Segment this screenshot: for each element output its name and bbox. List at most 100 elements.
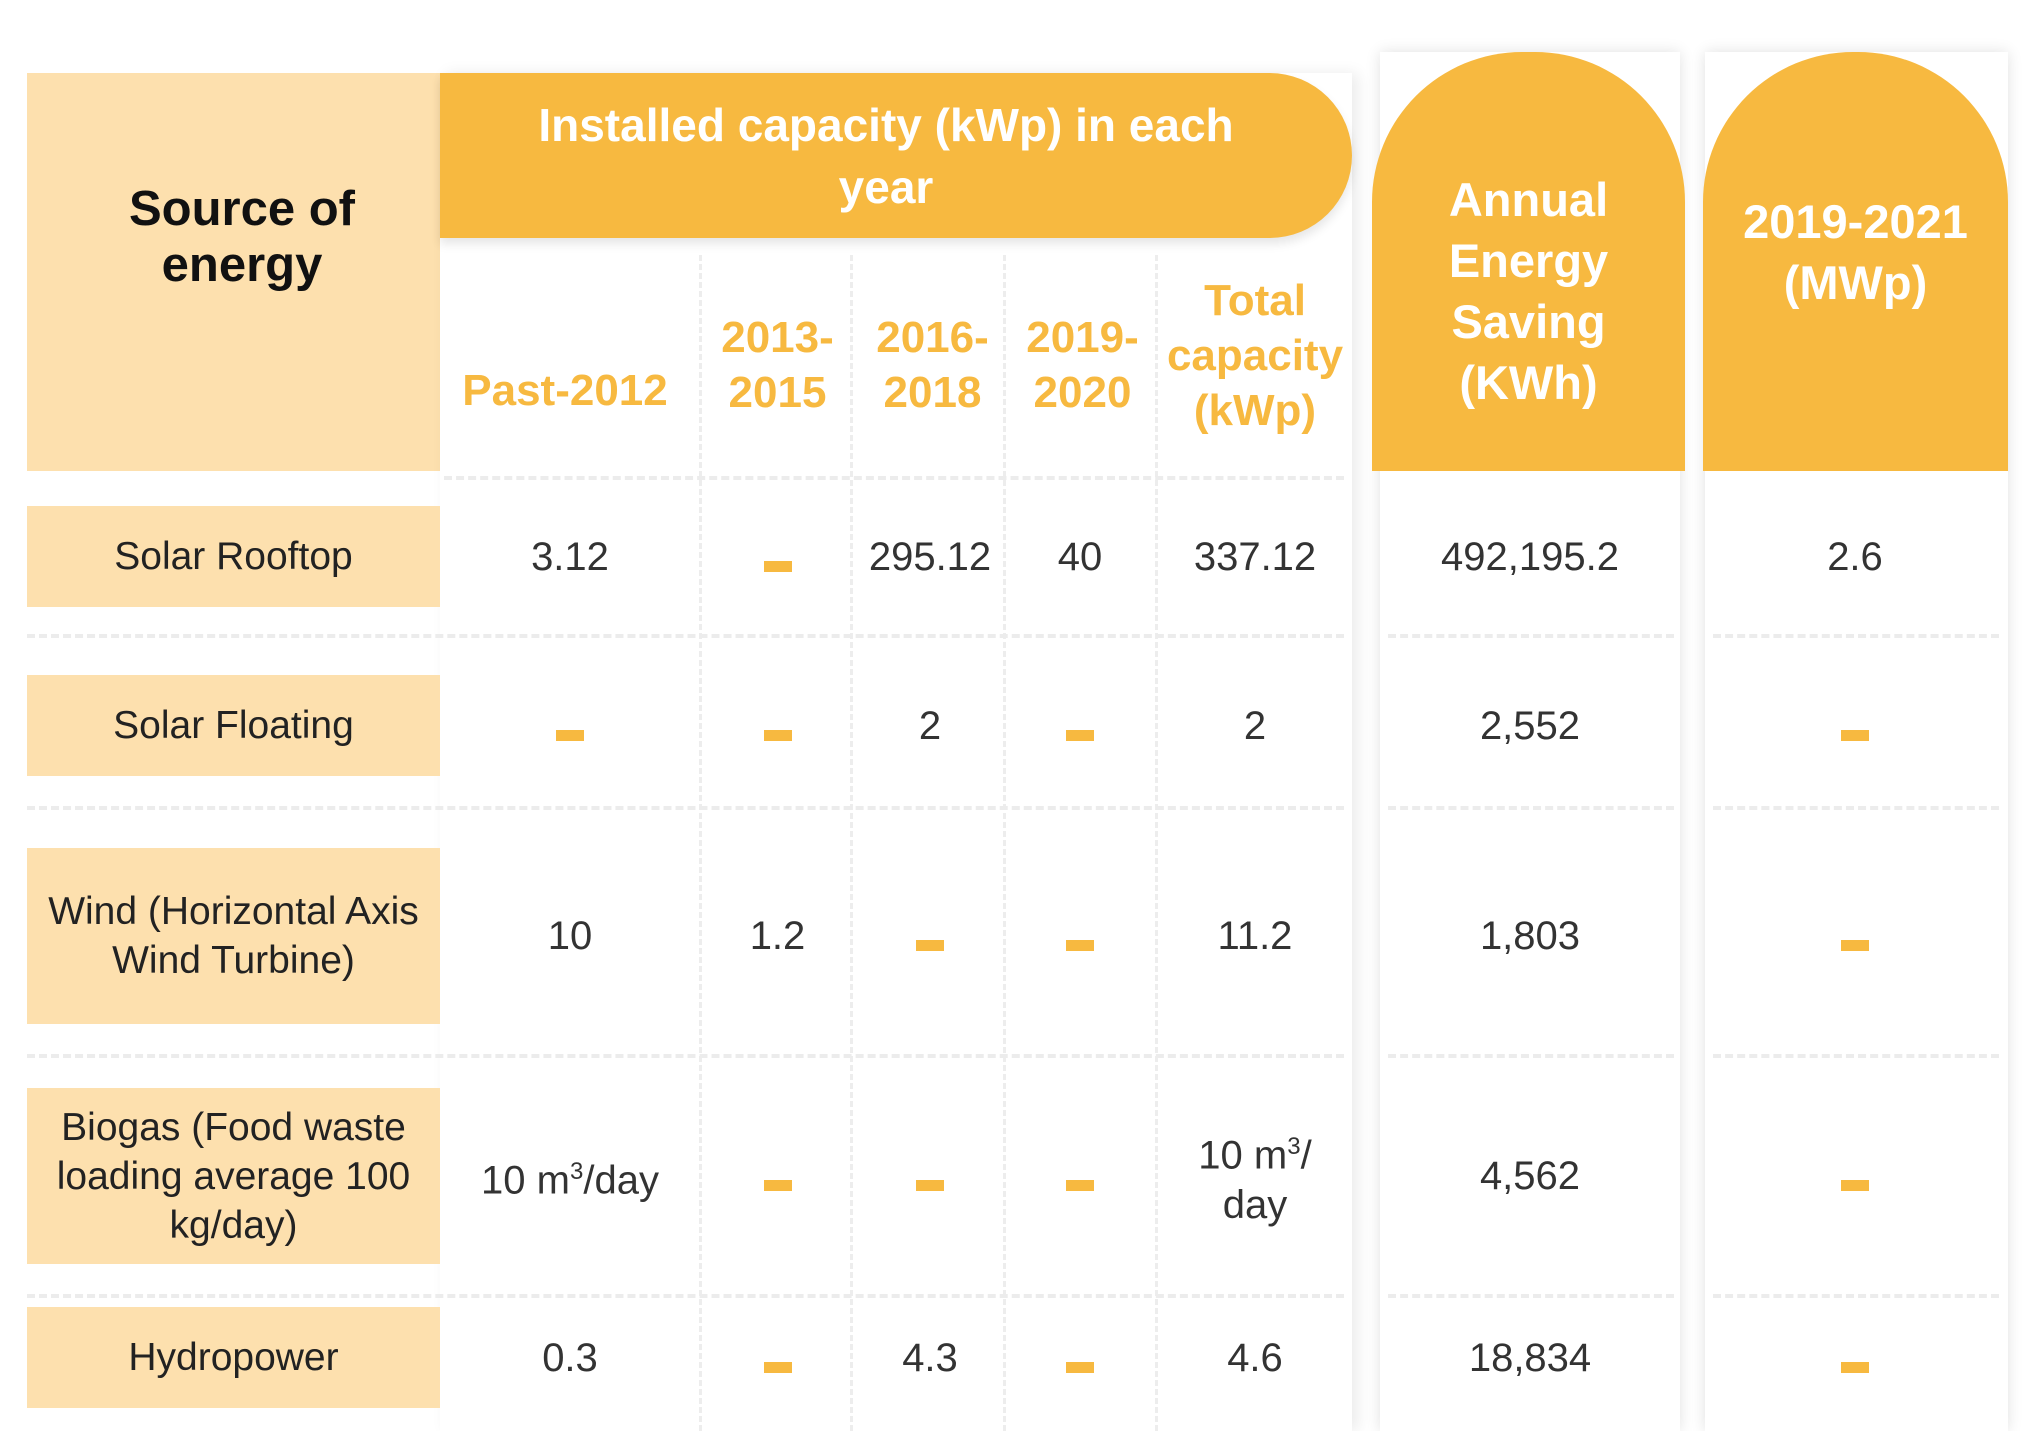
table-cell — [445, 675, 695, 776]
col-header-2016-2018: 2016-2018 — [860, 300, 1005, 430]
table-cell: 492,195.2 — [1390, 506, 1670, 607]
annual-energy-saving-header: Annual Energy Saving (KWh) — [1372, 52, 1685, 471]
col-header-2013-2015: 2013-2015 — [705, 300, 850, 430]
grid-hline — [1388, 634, 1674, 638]
cell-value: 492,195.2 — [1441, 534, 1619, 579]
table-cell: 295.12 — [855, 506, 1005, 607]
cell-value: 4.3 — [902, 1335, 958, 1380]
cell-value: 11.2 — [1217, 914, 1293, 958]
table-cell — [1005, 848, 1155, 1024]
table-cell — [1715, 1307, 1995, 1408]
table-cell: 2.6 — [1715, 506, 1995, 607]
row-label-biogas: Biogas (Food waste loading average 100 k… — [27, 1088, 440, 1264]
row-label-text: Solar Floating — [113, 704, 354, 747]
cell-value: 4.6 — [1227, 1335, 1283, 1380]
grid-hline — [1388, 806, 1674, 810]
grid-hline — [1713, 806, 1999, 810]
grid-vline — [1155, 255, 1158, 1431]
table-cell: 10 m3/day — [445, 1088, 695, 1264]
table-cell: 11.2 — [1160, 848, 1350, 1024]
table-cell: 40 — [1005, 506, 1155, 607]
row-label-text: Hydropower — [128, 1336, 339, 1379]
no-data-dash — [1841, 1361, 1869, 1373]
row-label-text: Solar Rooftop — [114, 535, 353, 578]
table-cell: 2 — [855, 675, 1005, 776]
no-data-dash — [916, 940, 944, 951]
no-data-dash — [763, 729, 792, 741]
col-header-label: Total capacity (kWp) — [1166, 275, 1344, 435]
no-data-dash — [763, 1180, 792, 1191]
col-header-label: 2016-2018 — [876, 313, 989, 417]
mwp-title: 2019-2021 (MWp) — [1743, 194, 1968, 309]
grid-hline — [1388, 1294, 1674, 1298]
table-cell: 3.12 — [445, 506, 695, 607]
no-data-dash — [763, 560, 792, 572]
grid-hline — [27, 1054, 1344, 1058]
no-data-dash — [556, 729, 584, 741]
cell-value: 18,834 — [1468, 1335, 1592, 1380]
row-label-solar-rooftop: Solar Rooftop — [27, 506, 440, 607]
table-cell: 2,552 — [1390, 675, 1670, 776]
col-header-past-2012: Past-2012 — [445, 300, 685, 480]
table-cell — [1715, 1088, 1995, 1264]
mwp-header: 2019-2021 (MWp) — [1703, 52, 2008, 471]
cell-value: 295.12 — [868, 534, 992, 579]
table-cell — [705, 506, 850, 607]
table-cell — [705, 1088, 850, 1264]
grid-hline — [444, 476, 1344, 480]
grid-hline — [27, 806, 1344, 810]
row-label-text: Biogas (Food waste loading average 100 k… — [56, 1105, 411, 1247]
table-cell — [705, 675, 850, 776]
no-data-dash — [916, 1180, 944, 1191]
table-cell: 4.6 — [1160, 1307, 1350, 1408]
grid-hline — [1713, 1054, 1999, 1058]
no-data-dash — [1066, 1361, 1094, 1373]
installed-capacity-banner: Installed capacity (kWp) in each year — [440, 73, 1352, 238]
col-header-label: 2013-2015 — [721, 313, 834, 417]
table-cell: 2 — [1160, 675, 1350, 776]
table-cell — [1005, 1088, 1155, 1264]
grid-vline — [850, 255, 853, 1431]
cell-value: 3.12 — [531, 534, 609, 579]
cell-value: 2.6 — [1827, 534, 1883, 579]
source-of-energy-label: Source of energy — [129, 182, 355, 292]
grid-vline — [1003, 255, 1006, 1431]
table-cell — [1715, 848, 1995, 1024]
table-cell — [855, 848, 1005, 1024]
table-cell — [1715, 675, 1995, 776]
table-cell — [1005, 675, 1155, 776]
table-cell: 10 — [445, 848, 695, 1024]
table-cell — [705, 1307, 850, 1408]
annual-energy-saving-title: Annual Energy Saving (KWh) — [1448, 172, 1609, 409]
table-cell: 18,834 — [1390, 1307, 1670, 1408]
no-data-dash — [1066, 1180, 1094, 1191]
table-cell: 1.2 — [705, 848, 850, 1024]
cell-value: 2,552 — [1479, 703, 1581, 748]
grid-hline — [27, 1294, 1344, 1298]
table-cell: 4,562 — [1390, 1088, 1670, 1264]
cell-value: 40 — [1057, 534, 1103, 579]
grid-hline — [1388, 1054, 1674, 1058]
table-cell: 10 m3/ day — [1160, 1088, 1350, 1264]
table-cell: 4.3 — [855, 1307, 1005, 1408]
cell-value: 10 m3/day — [481, 1157, 659, 1203]
row-label-solar-floating: Solar Floating — [27, 675, 440, 776]
no-data-dash — [1841, 729, 1869, 741]
grid-hline — [1713, 1294, 1999, 1298]
table-cell — [855, 1088, 1005, 1264]
cell-value: 2 — [1243, 703, 1267, 748]
row-label-text: Wind (Horizontal Axis Wind Turbine) — [48, 890, 419, 982]
cell-value: 0.3 — [542, 1335, 598, 1380]
installed-capacity-panel — [440, 73, 1352, 1431]
table-cell: 1,803 — [1390, 848, 1670, 1024]
no-data-dash — [763, 1361, 792, 1373]
no-data-dash — [1066, 940, 1094, 951]
cell-value: 10 m3/ day — [1198, 1132, 1312, 1228]
cell-value: 337.12 — [1193, 534, 1317, 579]
no-data-dash — [1841, 1180, 1869, 1191]
source-of-energy-header: Source of energy — [27, 73, 440, 471]
no-data-dash — [1841, 940, 1869, 951]
grid-hline — [1713, 634, 1999, 638]
table-cell — [1005, 1307, 1155, 1408]
col-header-label: Past-2012 — [462, 365, 668, 415]
